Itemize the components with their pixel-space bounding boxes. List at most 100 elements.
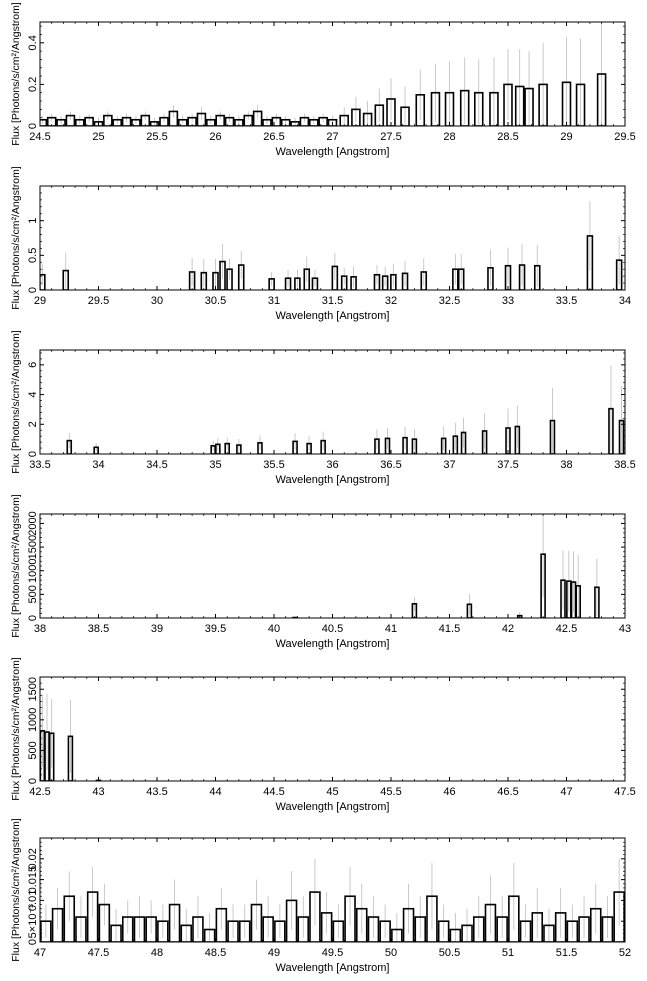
y-tick-label: 0.5 <box>27 248 39 263</box>
x-tick-label: 48 <box>151 947 163 959</box>
y-tick-label: 1000 <box>27 558 39 582</box>
data-bar <box>519 920 532 942</box>
data-bar <box>449 928 462 942</box>
x-tick-label: 25.5 <box>146 131 167 143</box>
x-tick-label: 44.5 <box>263 786 284 798</box>
y-axis-label: Flux [Photons/s/cm²/Angstrom] <box>10 657 22 801</box>
x-tick-label: 38.5 <box>614 459 635 471</box>
data-bar <box>271 116 282 126</box>
data-bar <box>227 920 239 942</box>
data-bar <box>575 585 581 618</box>
x-tick-label: 31 <box>268 295 280 307</box>
x-tick-label: 49 <box>268 947 280 959</box>
data-bar <box>56 118 66 126</box>
y-tick-label: 2 <box>27 421 39 427</box>
x-tick-label: 36.5 <box>380 459 401 471</box>
data-bar <box>481 430 488 454</box>
x-tick-label: 34.5 <box>146 459 167 471</box>
x-tick-label: 41.5 <box>439 623 460 635</box>
plot-area <box>40 694 102 781</box>
data-bar <box>554 912 567 942</box>
x-axis-label: Wavelength [Angstrom] <box>276 146 390 158</box>
x-tick-label: 30.5 <box>205 295 226 307</box>
data-bar <box>112 118 122 126</box>
data-bar <box>40 118 48 126</box>
x-tick-label: 40.5 <box>322 623 343 635</box>
y-tick-label: 0 <box>27 287 39 293</box>
data-bar <box>309 118 319 126</box>
data-bar <box>177 118 188 126</box>
x-tick-label: 42.5 <box>556 623 577 635</box>
data-bar <box>219 260 226 290</box>
data-bar <box>306 442 312 454</box>
chart-panel-4: 38 38.5 39 39.5 40 40.5 41 41.5 42 42.5 43 0 500 1000… <box>10 494 631 650</box>
x-tick-label: 31.5 <box>322 295 343 307</box>
data-bar <box>452 268 459 290</box>
data-bar <box>157 920 169 942</box>
y-tick-label: 0 <box>27 451 39 457</box>
x-tick-label: 42.5 <box>29 786 50 798</box>
data-bar <box>430 91 441 126</box>
y-tick-label: 0 <box>27 778 39 784</box>
plot-area <box>40 22 607 126</box>
data-bar <box>320 912 333 942</box>
x-tick-label: 46 <box>443 786 455 798</box>
y-axis-label: Flux [Photons/s/cm²/Angstrom] <box>10 2 22 146</box>
x-tick-label: 24.5 <box>29 131 50 143</box>
data-bar <box>505 427 511 454</box>
x-tick-label: 35 <box>209 459 221 471</box>
data-bar <box>457 268 465 290</box>
data-bar <box>237 264 245 290</box>
data-bar <box>236 444 242 454</box>
y-tick-label: 2000 <box>27 511 39 535</box>
x-tick-label: 32 <box>385 295 397 307</box>
x-tick-label: 35.5 <box>263 459 284 471</box>
x-tick-label: 28.5 <box>497 131 518 143</box>
x-tick-label: 39 <box>151 623 163 635</box>
x-tick-label: 43 <box>92 786 104 798</box>
data-bar <box>224 116 235 126</box>
x-tick-label: 29.5 <box>88 295 109 307</box>
x-tick-label: 47 <box>560 786 572 798</box>
data-bar <box>318 116 328 126</box>
x-tick-label: 49.5 <box>322 947 343 959</box>
data-bar <box>311 277 319 290</box>
x-tick-label: 38.5 <box>88 623 109 635</box>
y-tick-label: 500 <box>27 585 39 603</box>
data-bar <box>159 116 169 126</box>
y-axis-label: Flux [Photons/s/cm²/Angstrom] <box>10 166 22 310</box>
data-bar <box>560 579 566 618</box>
data-bar <box>62 269 70 290</box>
x-tick-label: 33.5 <box>556 295 577 307</box>
y-tick-label: 0.01 <box>27 890 39 911</box>
y-tick-label: 1 <box>27 218 39 224</box>
data-bar <box>373 273 381 290</box>
plot-frame <box>39 513 626 619</box>
data-bar <box>226 268 233 290</box>
data-bar <box>168 110 179 126</box>
data-bar <box>40 273 46 290</box>
data-bar <box>238 920 251 942</box>
x-tick-label: 46.5 <box>497 786 518 798</box>
data-bar <box>262 118 272 126</box>
chart-panel-6: 47 47.5 48 48.5 49 49.5 50 50.5 51 51.5 5205×10⁻³0… <box>10 818 631 974</box>
x-tick-label: 34 <box>619 295 631 307</box>
data-bar <box>503 83 513 126</box>
x-tick-label: 48.5 <box>205 947 226 959</box>
data-bar <box>294 277 301 290</box>
data-bar <box>437 920 450 942</box>
x-tick-label: 41 <box>385 623 397 635</box>
x-tick-label: 26 <box>209 131 221 143</box>
plot-frame <box>39 676 626 782</box>
data-bar <box>538 83 548 126</box>
x-tick-label: 34 <box>92 459 104 471</box>
y-tick-label: 0.4 <box>27 35 39 50</box>
x-tick-label: 47.5 <box>88 947 109 959</box>
chart-panel-5: 42.5 43 43.5 44 44.5 45 45.5 46 46.5 47 47.5 0 500 10… <box>10 657 636 813</box>
data-bar <box>351 108 361 126</box>
plot-area <box>40 201 623 290</box>
data-bar <box>531 912 544 942</box>
x-tick-label: 27 <box>326 131 338 143</box>
x-tick-label: 29 <box>34 295 46 307</box>
